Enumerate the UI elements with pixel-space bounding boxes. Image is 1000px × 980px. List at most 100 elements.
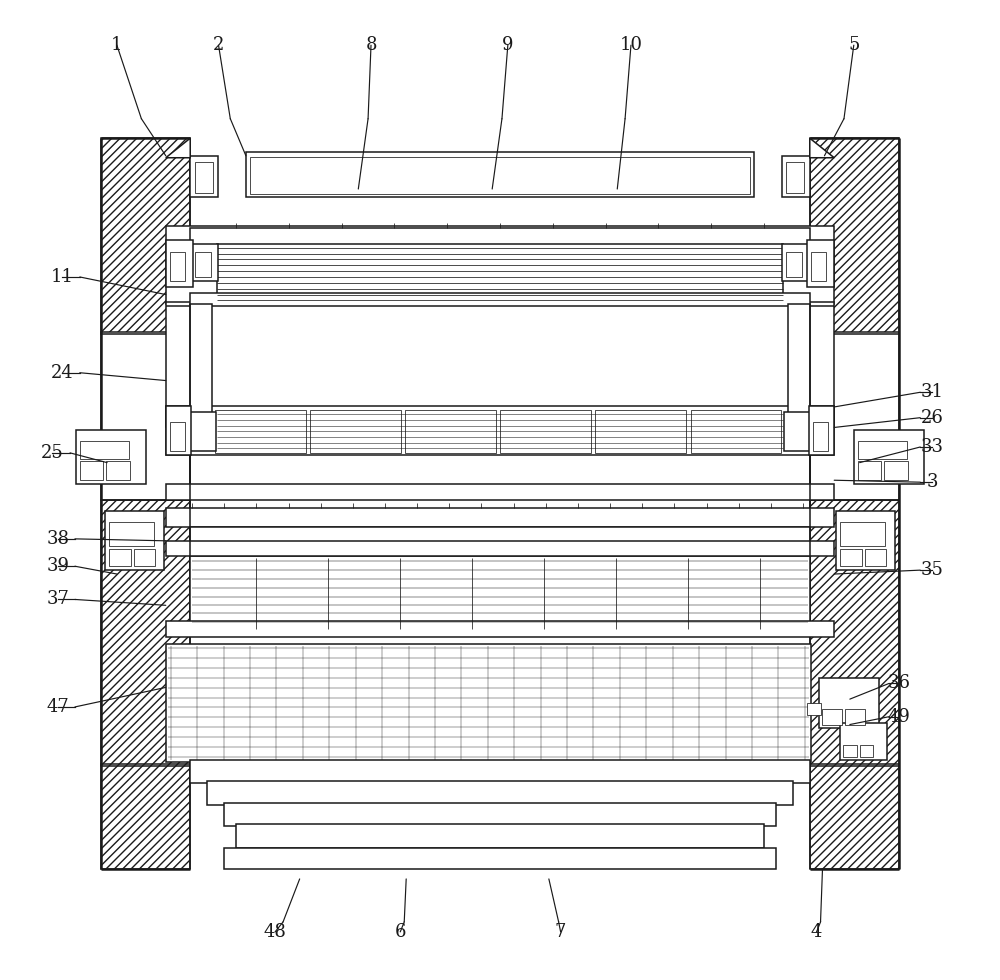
Bar (865, 549, 886, 566)
Bar (166, 484, 834, 500)
Text: 4: 4 (811, 923, 822, 941)
Bar (190, 244, 218, 281)
Bar (190, 305, 212, 425)
Bar (166, 621, 834, 637)
Bar (250, 157, 750, 194)
Bar (843, 745, 857, 757)
Bar (811, 252, 826, 281)
Text: 31: 31 (920, 383, 943, 401)
Bar (80, 461, 103, 480)
Bar (170, 252, 185, 281)
Text: 10: 10 (619, 36, 642, 54)
Bar (105, 512, 164, 570)
Bar (190, 557, 810, 631)
Bar (236, 824, 764, 848)
Text: 35: 35 (920, 562, 943, 579)
Bar (190, 760, 810, 783)
Bar (310, 410, 401, 453)
Bar (166, 406, 834, 455)
Bar (224, 848, 776, 869)
Bar (819, 677, 879, 728)
Bar (691, 410, 781, 453)
Bar (810, 763, 899, 869)
Bar (810, 138, 899, 333)
Text: 49: 49 (887, 708, 910, 726)
Bar (106, 461, 130, 480)
Text: 8: 8 (365, 36, 377, 54)
Bar (166, 406, 191, 455)
Bar (190, 293, 810, 307)
Bar (786, 252, 802, 277)
Text: 47: 47 (47, 698, 70, 716)
Bar (807, 240, 834, 287)
Bar (784, 412, 810, 451)
Text: 5: 5 (848, 36, 859, 54)
Text: 6: 6 (395, 923, 406, 941)
Bar (217, 244, 783, 303)
Bar (166, 541, 834, 557)
Bar (224, 803, 776, 826)
Bar (166, 645, 811, 761)
Polygon shape (166, 138, 190, 158)
Text: 2: 2 (213, 36, 224, 54)
Text: 26: 26 (920, 409, 943, 426)
Bar (101, 331, 190, 500)
Bar (595, 410, 686, 453)
Bar (190, 228, 810, 246)
Text: 25: 25 (41, 444, 64, 462)
Text: 39: 39 (47, 558, 70, 575)
Bar (809, 406, 834, 455)
Text: 33: 33 (920, 438, 943, 456)
Bar (840, 722, 887, 760)
Text: 48: 48 (264, 923, 287, 941)
Bar (807, 703, 821, 714)
Bar (190, 412, 216, 451)
Bar (782, 156, 810, 197)
Bar (170, 421, 185, 451)
Text: 37: 37 (47, 590, 70, 609)
Bar (500, 410, 591, 453)
Bar (190, 527, 810, 549)
Polygon shape (810, 138, 834, 158)
Bar (810, 500, 899, 765)
Text: 11: 11 (51, 268, 74, 286)
Bar (215, 410, 306, 453)
Bar (80, 441, 129, 459)
Bar (845, 709, 865, 724)
Text: 3: 3 (926, 473, 938, 491)
Bar (166, 226, 834, 305)
Bar (405, 410, 496, 453)
Bar (782, 244, 810, 281)
Bar (840, 522, 885, 546)
Bar (166, 303, 834, 427)
Bar (166, 508, 834, 527)
Bar (858, 441, 907, 459)
Bar (884, 461, 908, 480)
Bar (786, 162, 804, 193)
Text: 24: 24 (51, 364, 74, 382)
Bar (813, 421, 828, 451)
Text: 38: 38 (47, 530, 70, 548)
Text: 9: 9 (502, 36, 514, 54)
Bar (166, 240, 193, 287)
Bar (101, 500, 190, 765)
Bar (101, 763, 190, 869)
Bar (109, 549, 131, 566)
Bar (195, 252, 211, 277)
Bar (810, 331, 899, 500)
Bar (836, 512, 895, 570)
Text: 1: 1 (111, 36, 123, 54)
Bar (788, 305, 810, 425)
Bar (822, 709, 842, 724)
Bar (195, 162, 213, 193)
Bar (76, 430, 146, 484)
Text: 36: 36 (887, 674, 910, 693)
Bar (860, 745, 873, 757)
Bar (207, 781, 793, 805)
Text: 7: 7 (555, 923, 566, 941)
Bar (858, 461, 881, 480)
Bar (246, 152, 754, 197)
Bar (109, 522, 154, 546)
Bar (134, 549, 155, 566)
Bar (854, 430, 924, 484)
